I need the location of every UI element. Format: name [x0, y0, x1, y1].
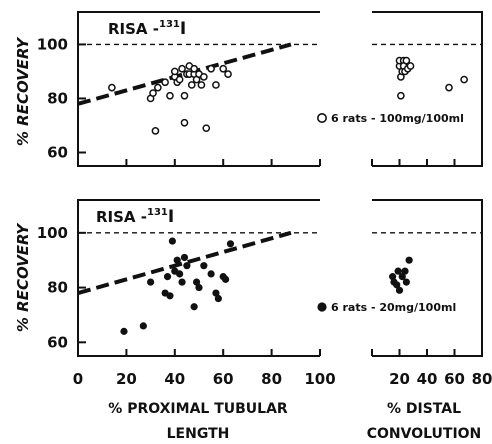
bottom-proximal-point: [190, 303, 198, 311]
bottom-proximal-point: [163, 273, 172, 281]
top-distal-frame: [372, 11, 483, 167]
bottom-distal-frame: [372, 199, 483, 357]
bottom-proximal-point: [176, 270, 184, 278]
top-proximal-point: [224, 70, 232, 78]
bottom-legend: 6 rats - 20mg/100ml: [317, 301, 456, 314]
bottom-proximal-point: [192, 278, 201, 286]
top-proximal-point: [180, 91, 189, 100]
bottom-y-axis-label: % RECOVERY: [14, 222, 32, 332]
bottom-proximal-point: [178, 278, 186, 286]
top-proximal-point: [178, 64, 186, 73]
bottom-proximal-point: [147, 278, 155, 286]
top-distal-point: [397, 91, 405, 100]
bottom-distal-point: [389, 273, 397, 281]
top-proximal-point: [170, 67, 179, 76]
bottom-proximal-point: [168, 237, 176, 245]
top-proximal-point: [190, 64, 199, 73]
chart-marks: 60 80 100 60 80 100 0 20 40 60 80 100 20 40 60 80: [37, 35, 492, 388]
top-legend-label: 6 rats - 100mg/100ml: [331, 112, 464, 125]
bottom-distal-point: [401, 267, 409, 275]
proximal-x-tick-label: 100: [304, 370, 335, 388]
bottom-proximal-point: [200, 262, 208, 270]
top-proximal-point: [187, 81, 196, 89]
top-y-tick-label: 60: [47, 143, 68, 161]
top-proximal-point: [212, 81, 220, 89]
bottom-proximal-point: [214, 294, 222, 303]
bottom-distal-point: [394, 267, 402, 275]
bottom-proximal-point: [207, 270, 215, 278]
distal-x-tick-label: 80: [472, 370, 492, 388]
bottom-proximal-point: [180, 253, 189, 262]
top-y-tick-label: 80: [47, 89, 68, 107]
distal-x-tick-label: 60: [444, 370, 465, 388]
bottom-distal-point: [402, 278, 410, 286]
top-proximal-point: [154, 83, 162, 92]
top-distal-point: [460, 75, 468, 84]
distal-x-axis-label-line2: CONVOLUTION: [367, 426, 482, 442]
proximal-x-axis-label-line1: % PROXIMAL TUBULAR: [108, 401, 288, 417]
top-distal-point: [445, 83, 453, 92]
top-proximal-point: [202, 124, 211, 133]
bottom-distal-point: [398, 273, 406, 281]
top-legend-marker: [316, 113, 327, 124]
top-proximal-point: [219, 64, 228, 73]
bottom-legend-label: 6 rats - 20mg/100ml: [331, 301, 456, 314]
top-distal-point: [402, 56, 411, 65]
top-proximal-point: [161, 78, 169, 87]
bottom-panel-title: RISA -131I: [96, 207, 174, 227]
top-proximal-point: [151, 127, 160, 135]
bottom-distal-point: [393, 281, 401, 289]
bottom-distal-point: [395, 286, 404, 294]
top-y-axis-label: % RECOVERY: [14, 36, 32, 146]
distal-x-axis-label-line1: % DISTAL: [387, 401, 461, 417]
top-proximal-frame: [77, 11, 320, 167]
top-proximal-point: [108, 83, 116, 92]
proximal-x-tick-label: 40: [164, 370, 185, 388]
top-proximal-point: [197, 81, 206, 89]
bottom-proximal-point: [183, 262, 191, 270]
bottom-y-tick-label: 80: [47, 279, 68, 297]
top-proximal-point: [180, 118, 189, 127]
bottom-y-tick-label: 60: [47, 333, 68, 351]
top-y-tick-label: 100: [37, 35, 68, 53]
bottom-proximal-point: [222, 275, 230, 283]
bottom-distal-point: [405, 256, 413, 264]
proximal-x-tick-label: 20: [116, 370, 137, 388]
top-proximal-point: [175, 75, 184, 84]
top-legend: 6 rats - 100mg/100ml: [316, 112, 464, 125]
bottom-proximal-point: [139, 322, 147, 330]
bottom-legend-marker: [317, 302, 327, 312]
bottom-proximal-frame: [77, 199, 320, 357]
top-distal-point: [406, 62, 415, 70]
top-proximal-point: [199, 72, 208, 81]
proximal-x-axis-label-line2: LENGTH: [167, 426, 230, 442]
proximal-x-tick-label: 80: [261, 370, 282, 388]
bottom-y-tick-label: 100: [37, 224, 68, 242]
top-panel-title: RISA -131I: [108, 19, 186, 39]
bottom-proximal-point: [212, 289, 220, 297]
proximal-x-tick-label: 60: [213, 370, 234, 388]
top-proximal-point: [166, 91, 174, 100]
top-proximal-point: [207, 64, 215, 73]
bottom-proximal-point: [120, 327, 128, 335]
distal-x-tick-label: 20: [389, 370, 410, 388]
bottom-proximal-point: [226, 240, 235, 248]
distal-x-tick-label: 40: [417, 370, 438, 388]
bottom-proximal-point: [173, 256, 181, 264]
bottom-proximal-point: [166, 292, 174, 300]
bottom-proximal-point: [195, 283, 203, 292]
top-proximal-point: [149, 89, 157, 97]
proximal-x-tick-label: 0: [73, 370, 83, 388]
